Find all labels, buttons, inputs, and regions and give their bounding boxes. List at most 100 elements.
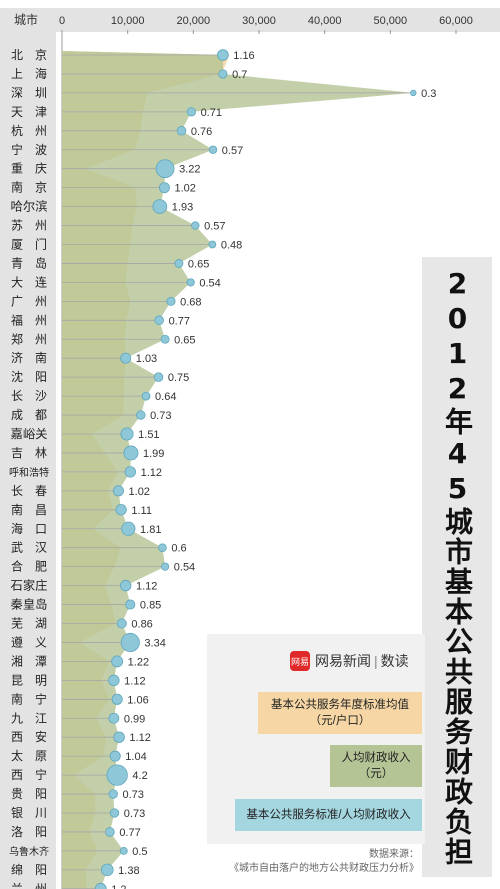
ratio-dot	[120, 427, 134, 441]
ratio-value-label: 0.3	[421, 88, 436, 100]
ratio-value-label: 1.22	[128, 656, 149, 668]
ratio-dot	[108, 712, 120, 724]
ratio-dot	[108, 674, 120, 687]
ratio-value-label: 0.75	[168, 372, 189, 384]
ratio-dot	[136, 410, 146, 420]
x-tick-label: 60,000	[439, 15, 473, 27]
ratio-value-label: 0.73	[122, 789, 143, 801]
legend-ratio: 基本公共服务标准/人均财政收入	[235, 799, 422, 831]
ratio-dot	[111, 693, 123, 705]
ratio-value-label: 3.34	[144, 637, 165, 649]
ratio-dot	[113, 731, 125, 743]
ratio-dot	[124, 466, 136, 478]
ratio-dot	[120, 632, 140, 652]
source-title: 《城市自由落户的地方公共财政压力分析》	[229, 863, 419, 874]
ratio-dot	[120, 352, 132, 364]
ratio-dot	[115, 504, 127, 516]
city-axis-header: 城市	[14, 12, 38, 27]
ratio-value-label: 0.7	[232, 69, 247, 81]
ratio-dot	[158, 543, 167, 552]
ratio-value-label: 1.16	[233, 50, 254, 62]
x-tick-label: 40,000	[308, 15, 342, 27]
ratio-value-label: 0.77	[119, 827, 140, 839]
ratio-dot	[121, 521, 136, 536]
ratio-dot	[120, 579, 132, 592]
ratio-value-label: 1.12	[141, 467, 162, 479]
legend-standard: 基本公共服务年度标准均值 （元/户口）	[258, 692, 422, 734]
legend-ratio-label: 基本公共服务标准/人均财政收入	[246, 809, 411, 821]
source-note: 数据来源： 《城市自由落户的地方公共财政压力分析》	[204, 848, 419, 876]
city-label: 嘉峪关	[11, 427, 48, 441]
ratio-value-label: 1.04	[125, 751, 146, 763]
brand-section: 数读	[380, 653, 409, 669]
ratio-dot	[161, 562, 170, 571]
ratio-value-label: 0.6	[171, 543, 186, 555]
ratio-value-label: 1.11	[131, 505, 152, 517]
ratio-value-label: 1.02	[129, 486, 150, 498]
city-axis-header-bar	[0, 8, 500, 32]
ratio-dot	[111, 655, 124, 668]
ratio-dot	[208, 145, 218, 154]
ratio-value-label: 1.93	[172, 202, 193, 214]
ratio-value-label: 0.48	[221, 240, 242, 252]
ratio-value-label: 1.06	[127, 694, 148, 706]
ratio-dot	[186, 107, 196, 117]
ratio-dot	[119, 846, 128, 855]
ratio-dot	[153, 372, 164, 382]
chart-title: 2012年45城市基本公共服务财政负担	[441, 267, 474, 867]
legend-standard-unit: （元/户口）	[309, 715, 371, 727]
ratio-value-label: 0.64	[155, 391, 176, 403]
city-label: 秦皇岛	[11, 597, 48, 612]
x-tick-label: 20,000	[177, 15, 211, 27]
ratio-dot	[123, 445, 139, 461]
ratio-dot	[166, 296, 176, 306]
ratio-value-label: 0.57	[222, 145, 243, 157]
x-tick-label: 0	[59, 15, 65, 27]
ratio-dot	[109, 808, 120, 818]
legend-revenue-label: 人均财政收入	[341, 752, 411, 764]
ratio-value-label: 0.54	[199, 277, 220, 289]
ratio-value-label: 0.68	[180, 296, 201, 308]
brand-separator: |	[374, 653, 378, 669]
ratio-dot	[113, 485, 124, 497]
ratio-dot	[174, 259, 184, 268]
ratio-dot	[410, 89, 417, 97]
ratio-value-label: 0.65	[188, 258, 209, 270]
ratio-dot	[191, 221, 200, 230]
city-label: 呼和浩特	[9, 467, 49, 479]
ratio-value-label: 0.76	[191, 126, 212, 138]
ratio-value-label: 0.5	[132, 846, 147, 858]
city-label: 石家庄	[11, 578, 48, 593]
legend-revenue-unit: （元）	[358, 768, 394, 780]
ratio-dot	[101, 863, 114, 877]
ratio-value-label: 0.73	[150, 410, 171, 422]
ratio-value-label: 0.54	[174, 562, 195, 574]
ratio-dot	[208, 240, 217, 249]
ratio-dot	[105, 827, 115, 837]
ratio-dot	[218, 69, 228, 79]
brand: 网易 网易新闻 | 数读	[290, 651, 409, 671]
x-tick-label: 50,000	[374, 15, 408, 27]
ratio-value-label: 0.85	[140, 600, 161, 612]
ratio-value-label: 0.65	[174, 334, 195, 346]
ratio-value-label: 1.38	[118, 865, 139, 877]
x-tick-label: 10,000	[111, 15, 145, 27]
ratio-value-label: 0.73	[124, 808, 145, 820]
ratio-dot	[154, 315, 164, 326]
ratio-dot	[217, 49, 229, 61]
brand-name: 网易新闻	[315, 653, 371, 669]
ratio-dot	[155, 159, 175, 179]
ratio-dot	[106, 764, 128, 786]
ratio-dot	[125, 599, 136, 610]
ratio-dot	[158, 182, 170, 194]
city-label: 哈尔滨	[11, 199, 48, 214]
ratio-dot	[141, 391, 151, 401]
netease-logo-icon: 网易	[290, 651, 310, 671]
city-axis-column	[0, 32, 56, 889]
ratio-value-label: 0.86	[131, 619, 152, 631]
ratio-value-label: 1.51	[138, 429, 159, 441]
ratio-dot	[116, 618, 127, 629]
ratio-value-label: 1.12	[124, 675, 145, 687]
ratio-value-label: 1.12	[129, 732, 150, 744]
city-label: 乌鲁木齐	[9, 845, 49, 858]
